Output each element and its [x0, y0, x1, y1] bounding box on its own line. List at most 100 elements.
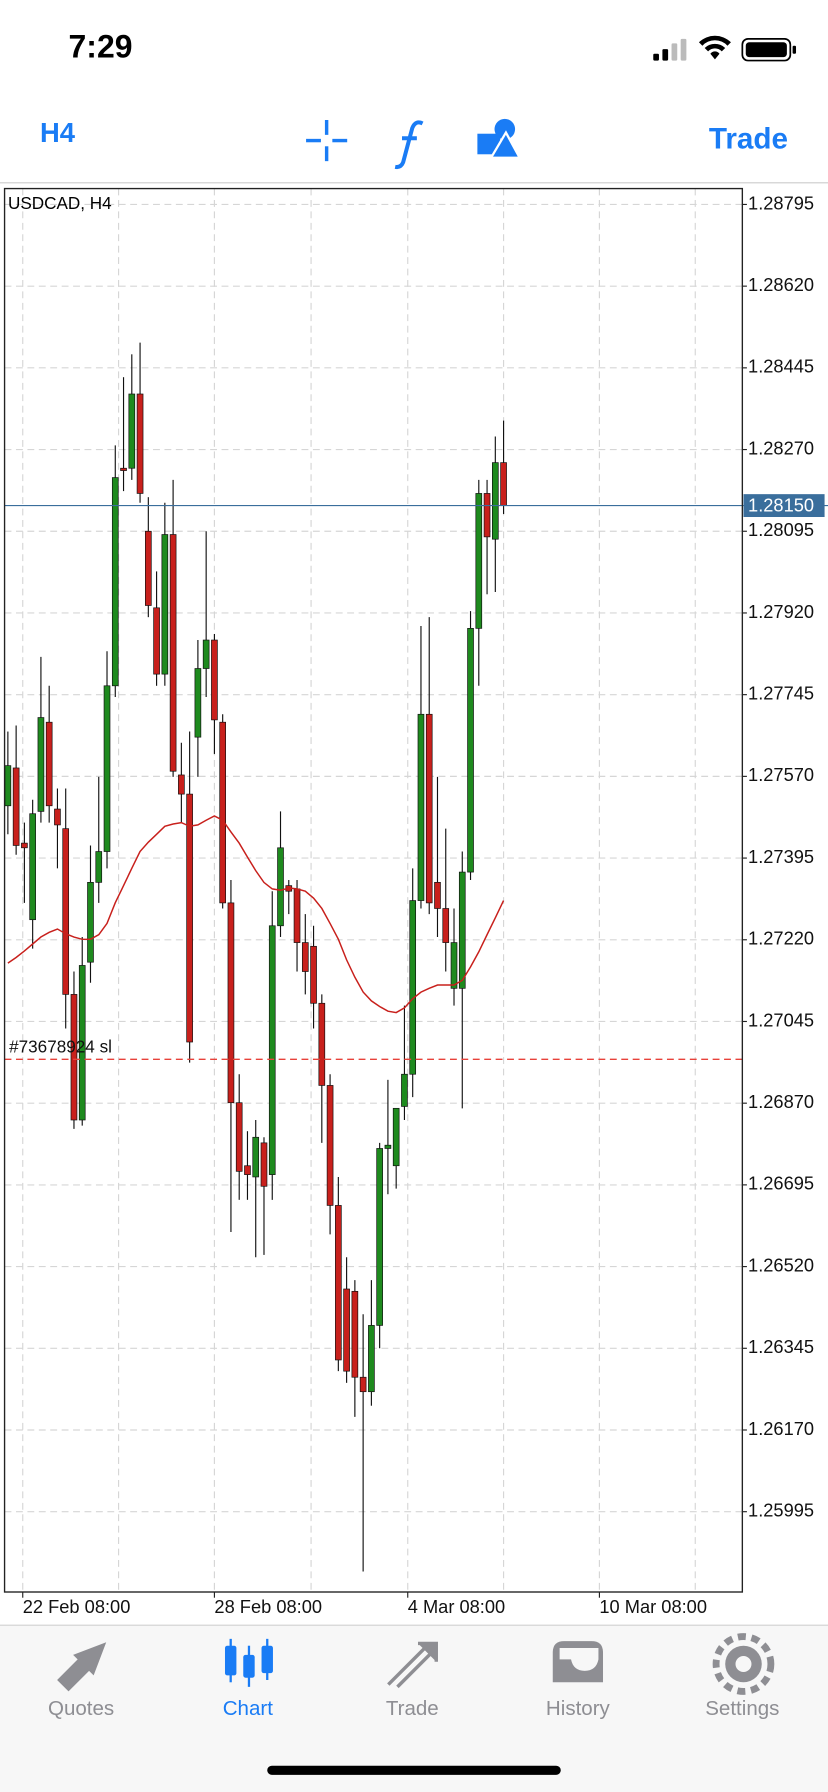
- candle-body: [54, 808, 61, 826]
- stop-loss-label: #73678924 sl: [9, 1036, 112, 1056]
- candle-body: [45, 721, 53, 807]
- candle-body: [95, 851, 103, 883]
- candle-body: [310, 945, 317, 1004]
- candle-body: [467, 628, 474, 873]
- candle-body: [475, 493, 483, 629]
- candle-body: [318, 1002, 326, 1086]
- x-tick-label: 10 Mar 08:00: [599, 1596, 707, 1617]
- candle-body: [4, 765, 12, 807]
- y-tick-label: 1.26345: [748, 1336, 814, 1357]
- tab-label[interactable]: Settings: [705, 1697, 779, 1720]
- y-tick-label: 1.25995: [748, 1500, 814, 1521]
- candle-body: [128, 393, 136, 469]
- candle-body: [244, 1165, 251, 1175]
- candle-body: [219, 721, 226, 904]
- candle-body: [161, 534, 169, 675]
- y-tick-label: 1.28620: [748, 274, 814, 295]
- candle-body: [409, 900, 417, 1075]
- candle-body: [260, 1142, 268, 1187]
- candle-body: [202, 639, 210, 669]
- candle-body: [178, 774, 185, 795]
- candle-body: [458, 871, 466, 989]
- candle-body: [492, 462, 499, 540]
- candle-body: [401, 1073, 408, 1107]
- candle-body: [37, 717, 45, 812]
- candle-body: [301, 942, 309, 972]
- y-tick-label: 1.28795: [748, 192, 814, 213]
- y-tick-label: 1.26695: [748, 1173, 814, 1194]
- y-tick-label: 1.28445: [748, 356, 814, 377]
- quotes-icon: [57, 1642, 107, 1692]
- candle-body: [335, 1205, 342, 1361]
- candle-body: [483, 493, 491, 538]
- candle-body: [103, 685, 111, 852]
- tab-label[interactable]: History: [546, 1697, 611, 1720]
- candle-body: [376, 1148, 383, 1326]
- y-tick-label: 1.26870: [748, 1091, 814, 1112]
- candle-body: [359, 1376, 367, 1393]
- tab-label[interactable]: Chart: [223, 1697, 274, 1720]
- price-label: 1.28150: [748, 495, 814, 516]
- candle-body: [136, 393, 144, 494]
- candle-body: [500, 462, 507, 506]
- candle-body: [392, 1107, 400, 1167]
- objects-button[interactable]: [477, 118, 522, 159]
- candle-body: [145, 530, 152, 606]
- candle-body: [186, 793, 193, 1043]
- home-indicator: [267, 1765, 561, 1775]
- candle-body: [326, 1085, 334, 1206]
- candle-body: [442, 908, 450, 943]
- settings-icon: [712, 1633, 775, 1695]
- y-tick-label: 1.27920: [748, 601, 814, 622]
- y-tick-label: 1.28095: [748, 519, 814, 540]
- y-tick-label: 1.27745: [748, 682, 814, 703]
- candle-body: [12, 767, 20, 846]
- candle-body: [169, 534, 177, 772]
- trade-button[interactable]: Trade: [709, 122, 788, 155]
- y-tick-label: 1.27220: [748, 928, 814, 949]
- candle-body: [70, 994, 78, 1121]
- candle-body: [111, 477, 119, 687]
- x-tick-label: 22 Feb 08:00: [23, 1596, 131, 1617]
- x-tick-label: 28 Feb 08:00: [214, 1596, 322, 1617]
- moving-average: [7, 815, 505, 1014]
- tab-bar: [0, 1625, 828, 1792]
- candle-body: [62, 828, 70, 995]
- y-tick-label: 1.26520: [748, 1254, 814, 1275]
- timeframe-button[interactable]: H4: [40, 117, 76, 148]
- y-tick-label: 1.27045: [748, 1009, 814, 1030]
- candle-body: [343, 1288, 350, 1372]
- crosshair-button[interactable]: [306, 120, 348, 162]
- candle-body: [450, 942, 458, 989]
- candle-body: [227, 902, 235, 1104]
- price-tag: [743, 494, 825, 518]
- candle-body: [87, 882, 94, 963]
- indicator-button[interactable]: [394, 120, 424, 170]
- candle-body: [21, 842, 28, 849]
- tab-label[interactable]: Trade: [386, 1697, 439, 1720]
- y-tick-label: 1.27395: [748, 846, 814, 867]
- candle-body: [368, 1325, 375, 1393]
- chart-title: USDCAD, H4: [8, 193, 112, 213]
- candle-body: [29, 813, 36, 921]
- candle-body: [434, 882, 441, 909]
- candle-body: [425, 713, 433, 904]
- status-icons: [653, 35, 797, 62]
- y-tick-label: 1.28270: [748, 437, 814, 458]
- candle-body: [235, 1102, 243, 1172]
- x-tick-label: 4 Mar 08:00: [408, 1596, 505, 1617]
- chart-icon: [224, 1638, 273, 1687]
- candle-body: [252, 1136, 260, 1178]
- candle-body: [417, 713, 425, 901]
- candle-body: [384, 1144, 392, 1149]
- candle-body: [293, 888, 301, 943]
- candle-body: [351, 1290, 359, 1378]
- candle-body: [277, 847, 284, 927]
- history-icon: [552, 1641, 604, 1683]
- chart-frame: [3, 187, 744, 1593]
- tab-icons: [57, 1633, 775, 1695]
- tab-label[interactable]: Quotes: [48, 1697, 114, 1720]
- trade-icon: [387, 1641, 438, 1689]
